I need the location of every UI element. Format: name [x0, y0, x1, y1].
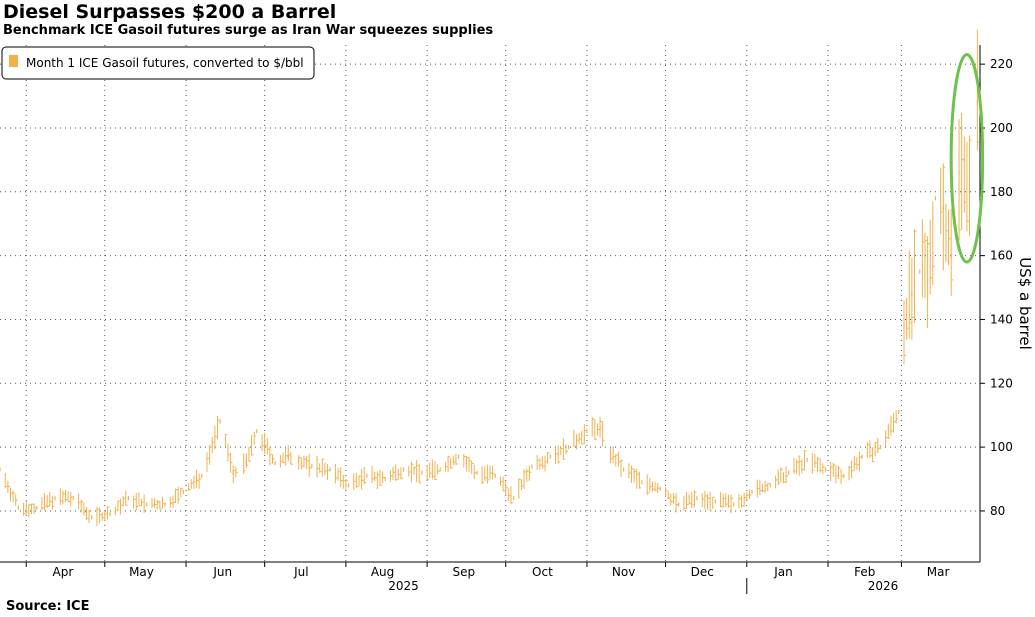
x-tick-label: Feb — [854, 565, 875, 579]
chart-subtitle: Benchmark ICE Gasoil futures surge as Ir… — [3, 23, 494, 38]
legend: Month 1 ICE Gasoil futures, converted to… — [1, 46, 315, 80]
x-tick-label: Dec — [691, 565, 714, 579]
year-label: 2025 — [388, 579, 419, 593]
y-tick-label: 100 — [990, 440, 1013, 454]
legend-label: Month 1 ICE Gasoil futures, converted to… — [26, 56, 304, 70]
x-tick-label: Oct — [532, 565, 553, 579]
annotation — [949, 53, 985, 264]
x-tick-label: Jul — [293, 565, 308, 579]
chart-title: Diesel Surpasses $200 a Barrel — [3, 1, 337, 23]
highlight-ellipse — [949, 53, 985, 264]
year-label: 2026 — [868, 579, 899, 593]
x-tick-label: Sep — [452, 565, 475, 579]
y-tick-label: 120 — [990, 376, 1013, 390]
y-tick-label: 140 — [990, 312, 1013, 326]
x-tick-label: Nov — [612, 565, 635, 579]
x-tick-label: Aug — [371, 565, 394, 579]
y-tick-label: 220 — [990, 57, 1013, 71]
x-tick-label: Apr — [53, 565, 74, 579]
y-tick-label: 80 — [990, 504, 1005, 518]
y-axis-title: US$ a barrel — [1016, 257, 1034, 350]
legend-box — [1, 46, 315, 80]
y-tick-label: 200 — [990, 121, 1013, 135]
axes: 80 100 120 140 160 180 200 220 Apr May Jun Jul Aug Se… — [0, 45, 1034, 594]
x-tick-label: May — [129, 565, 154, 579]
x-tick-label: Jan — [773, 565, 793, 579]
y-tick-label: 160 — [990, 249, 1013, 263]
x-tick-label: Mar — [927, 565, 950, 579]
source-note: Source: ICE — [6, 599, 90, 614]
grid — [0, 45, 980, 562]
series-gasoil — [0, 29, 980, 526]
legend-swatch — [9, 55, 18, 67]
x-tick-label: Jun — [212, 565, 232, 579]
y-tick-label: 180 — [990, 185, 1013, 199]
